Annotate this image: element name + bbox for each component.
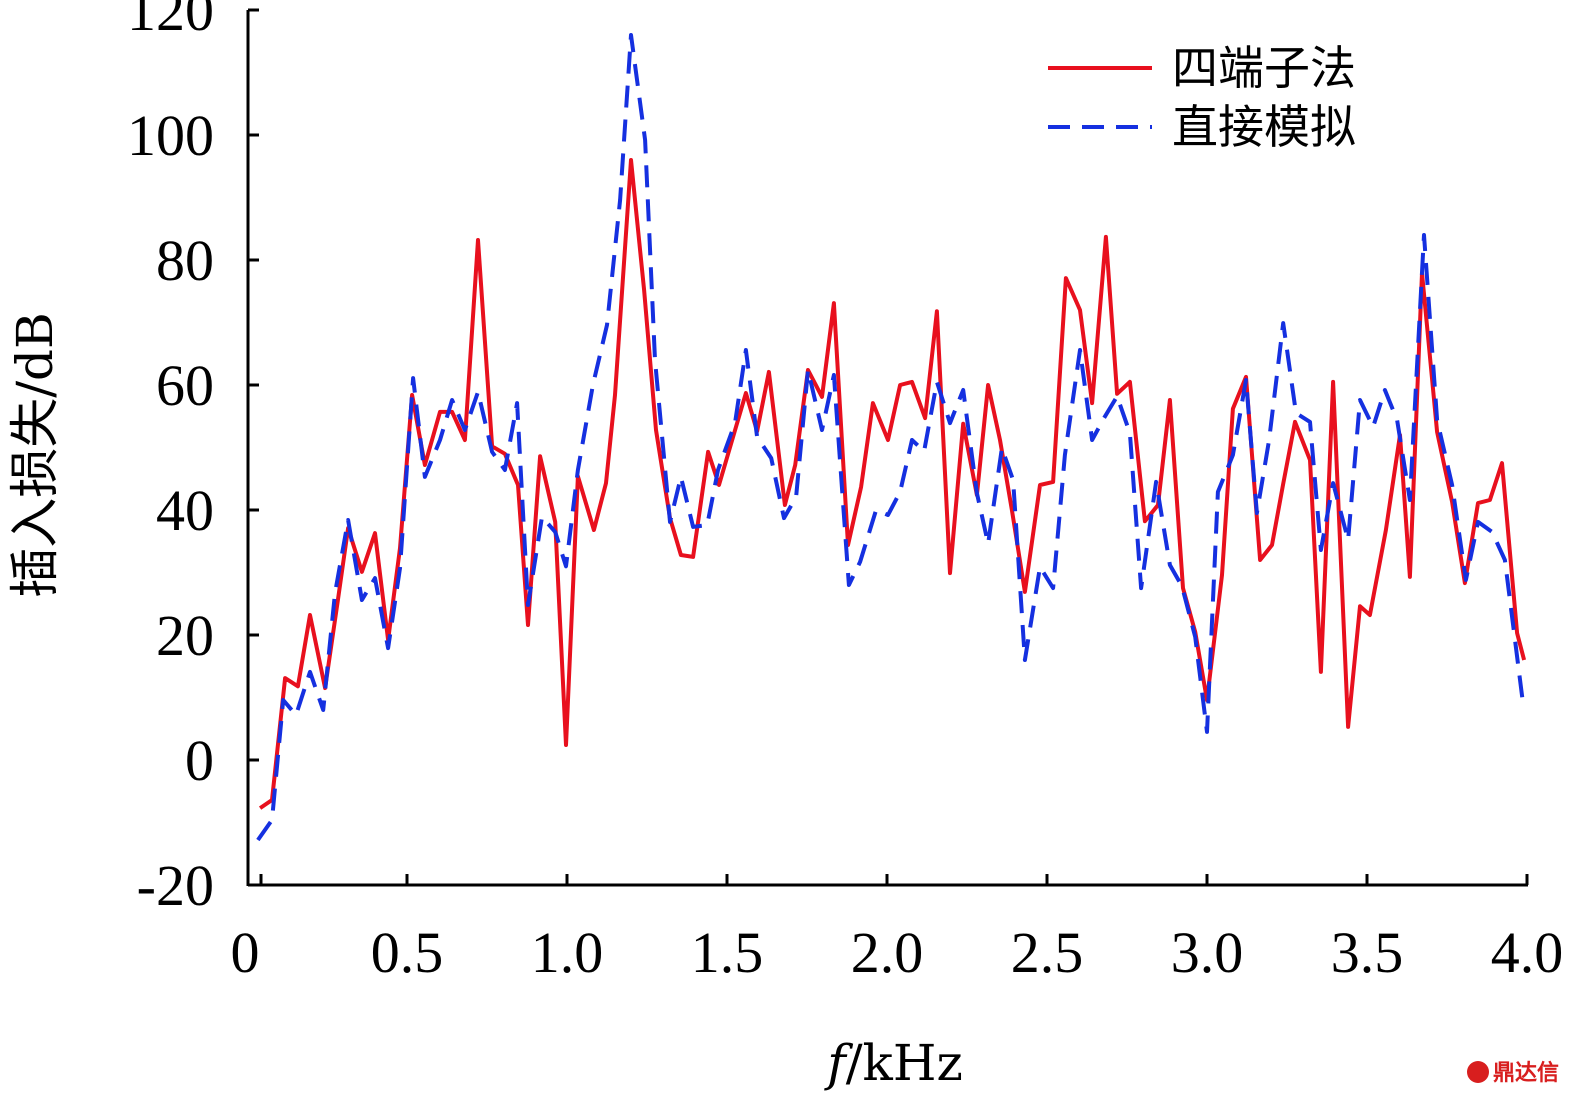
axis-ticks: -20 0 20 40 60 80 100 120 0 0.5 1.0 1.5 2.0 2.5 3.0 3.5…: [127, 0, 1563, 985]
y-tick-label: 120: [127, 0, 214, 43]
x-tick-label: 0.5: [371, 920, 444, 985]
y-axis-title: 插入损失/dB: [6, 312, 64, 598]
watermark-text: 鼎达信: [1493, 1060, 1559, 1086]
x-tick-label: 2.5: [1011, 920, 1084, 985]
series-line-four-terminal: [258, 158, 1527, 810]
legend-label-four-terminal: 四端子法: [1172, 41, 1356, 95]
plot-area: [256, 33, 1527, 842]
y-tick-label: 20: [156, 603, 214, 668]
y-tick-label: 60: [156, 353, 214, 418]
x-tick-label: 3.5: [1331, 920, 1404, 985]
x-tick-label: 3.0: [1171, 920, 1244, 985]
y-tick-label: 0: [185, 728, 214, 793]
x-axis-title-unit: /kHz: [846, 1034, 963, 1092]
watermark: 鼎达信: [1467, 1060, 1559, 1086]
series-line-direct-simulation: [256, 33, 1526, 842]
y-tick-label: -20: [137, 853, 214, 918]
x-tick-label: 4.0: [1491, 920, 1564, 985]
y-tick-label: 100: [127, 103, 214, 168]
y-tick-label: 80: [156, 228, 214, 293]
x-tick-label: 0: [231, 920, 260, 985]
legend-label-direct-sim: 直接模拟: [1172, 100, 1356, 154]
x-tick-label: 2.0: [851, 920, 924, 985]
x-axis-title: f/kHz: [823, 1034, 963, 1092]
x-tick-label: 1.0: [531, 920, 604, 985]
watermark-logo-icon: [1467, 1061, 1489, 1083]
y-tick-label: 40: [156, 478, 214, 543]
legend: 四端子法 直接模拟: [1048, 41, 1356, 154]
x-tick-label: 1.5: [691, 920, 764, 985]
